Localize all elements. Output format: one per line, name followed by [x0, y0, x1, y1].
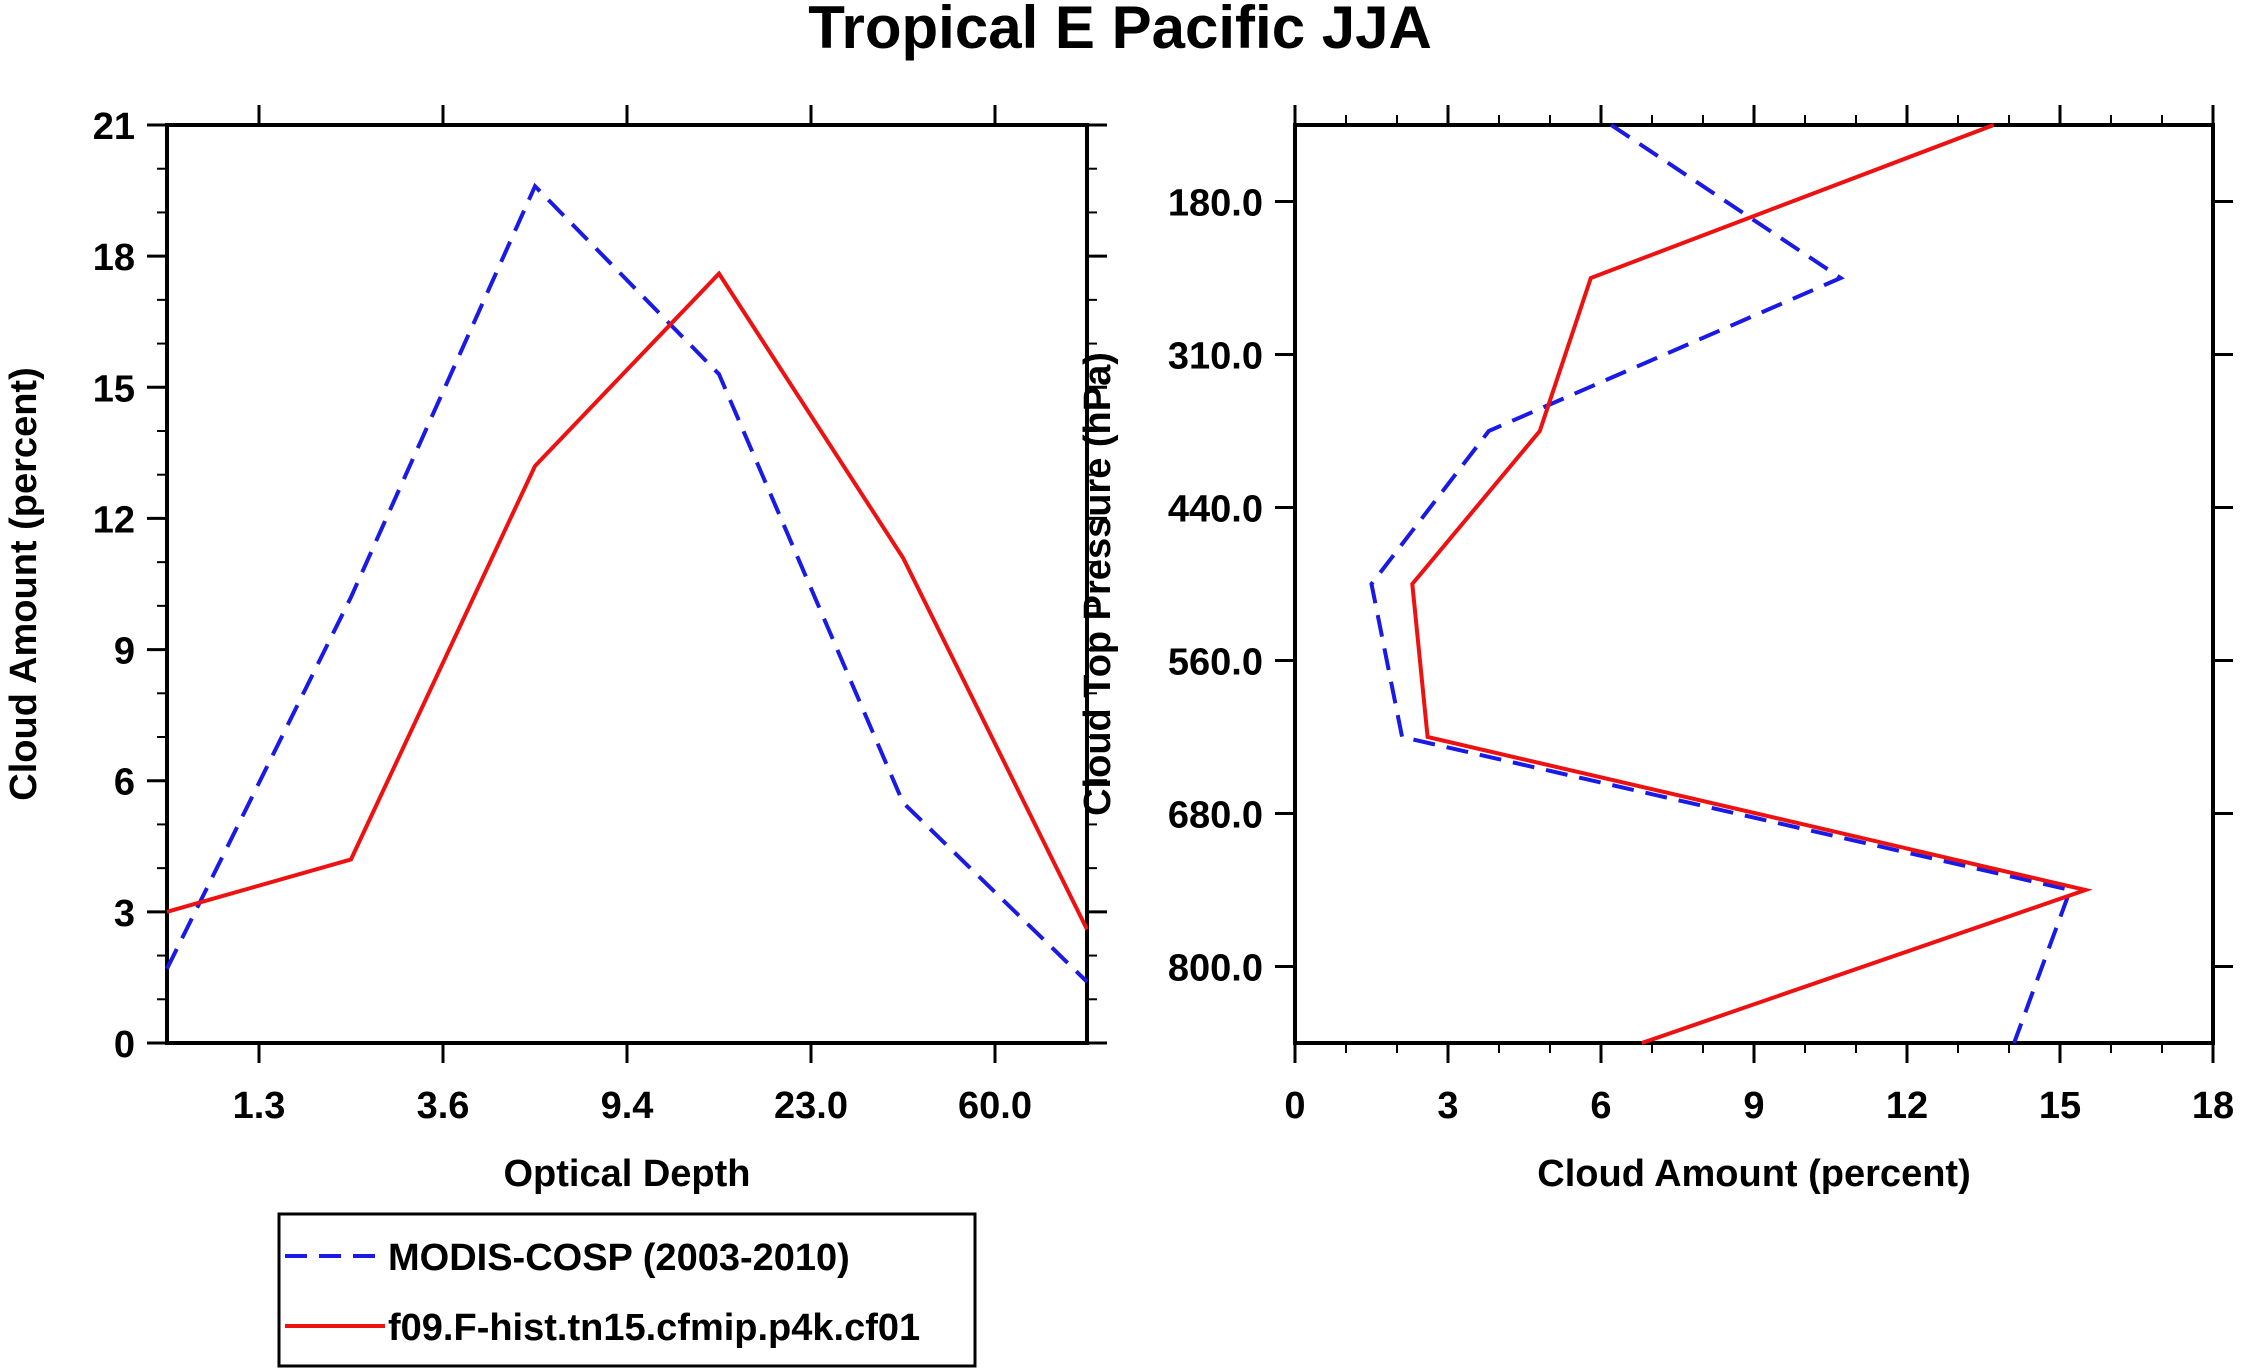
left-xtick-label: 60.0	[958, 1085, 1032, 1127]
left-ytick-label: 12	[93, 499, 135, 541]
legend-box	[277, 1212, 977, 1368]
left-xtick-label: 23.0	[774, 1085, 848, 1127]
left-ytick-label: 3	[114, 893, 135, 935]
legend-label-modis: MODIS-COSP (2003-2010)	[388, 1237, 850, 1279]
right-ytick-label: 560.0	[1168, 642, 1263, 684]
legend-label-model: f09.F-hist.tn15.cfmip.p4k.cf01	[388, 1307, 920, 1349]
right-ytick-label: 440.0	[1168, 489, 1263, 531]
right-xtick-label: 15	[2039, 1085, 2081, 1127]
right-series-line-0	[1369, 123, 2073, 1044]
right-ytick-label: 180.0	[1168, 183, 1263, 225]
left-ytick-label: 15	[93, 368, 135, 410]
right-xlabel: Cloud Amount (percent)	[1537, 1153, 1970, 1195]
left-ytick-label: 9	[114, 631, 135, 673]
right-ytick-label: 800.0	[1168, 948, 1263, 990]
left-xtick-label: 3.6	[417, 1085, 470, 1127]
left-panel: 0 3 6 9 12 15 18 21 1.3 3.6 9.4 23.0 60.0 Optical Dep…	[3, 105, 1107, 1195]
left-ytick-label: 21	[93, 106, 135, 148]
figure-title: Tropical E Pacific JJA	[808, 0, 1432, 61]
left-ylabel: Cloud Amount (percent)	[3, 367, 45, 800]
left-series-line-1	[166, 270, 1089, 931]
right-xtick-label: 3	[1437, 1085, 1458, 1127]
right-xtick-label: 0	[1284, 1085, 1305, 1127]
right-xtick-label: 9	[1743, 1085, 1764, 1127]
left-xlabel: Optical Depth	[503, 1153, 750, 1195]
right-panel: 0 3 6 9 12 15 18 180.0 310.0 440.0 560.0 680.0 800.0…	[1077, 105, 2234, 1195]
left-ytick-label: 6	[114, 762, 135, 804]
right-plot-frame	[1293, 123, 2215, 1045]
right-xtick-label: 6	[1590, 1085, 1611, 1127]
right-ytick-label: 680.0	[1168, 795, 1263, 837]
right-ytick-label: 310.0	[1168, 336, 1263, 378]
left-plot-frame	[165, 123, 1089, 1045]
left-ytick-label: 0	[114, 1024, 135, 1066]
left-series-line-0	[165, 182, 1089, 984]
legend: MODIS-COSP (2003-2010) f09.F-hist.tn15.c…	[277, 1212, 977, 1368]
right-ylabel: Cloud Top Pressure (hPa)	[1077, 352, 1119, 816]
right-series-line-1	[1410, 123, 2093, 1045]
right-xtick-label: 12	[1886, 1085, 1928, 1127]
left-xtick-label: 1.3	[233, 1085, 286, 1127]
left-ytick-label: 18	[93, 237, 135, 279]
left-xtick-label: 9.4	[601, 1085, 654, 1127]
right-xtick-label: 18	[2192, 1085, 2234, 1127]
